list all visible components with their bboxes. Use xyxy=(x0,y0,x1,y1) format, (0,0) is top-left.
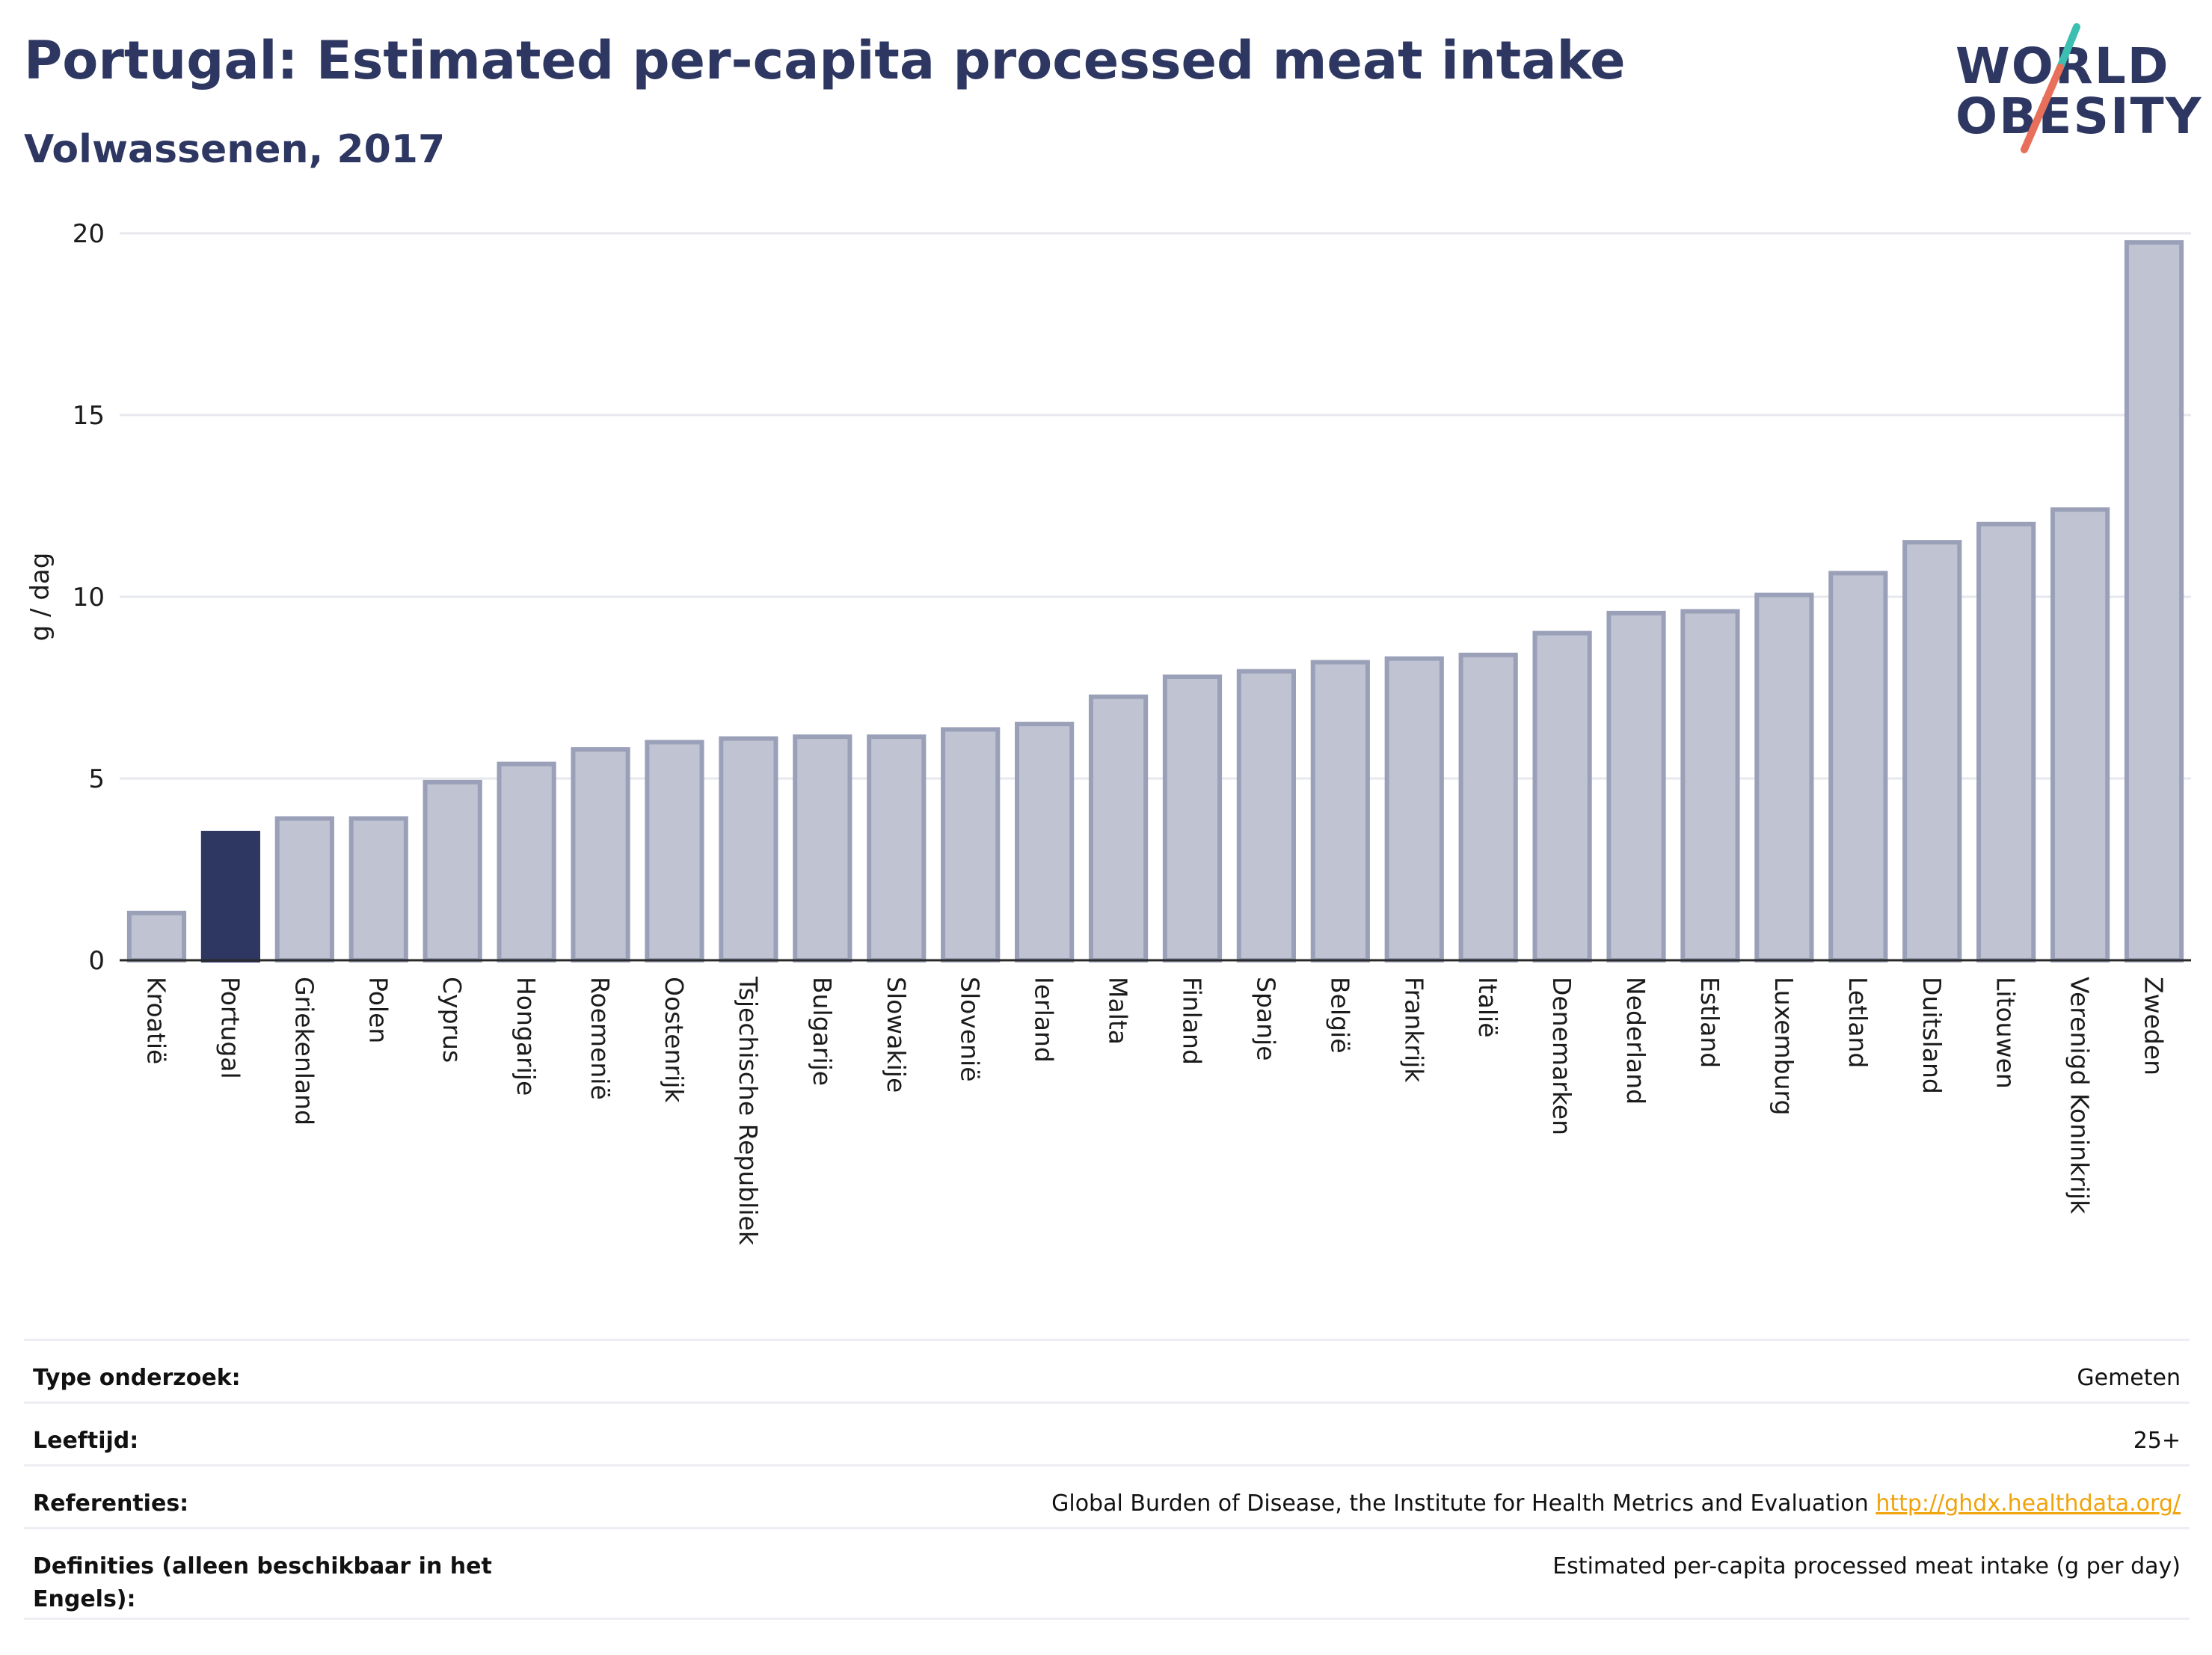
x-tick-label: Verenigd Koninkrijk xyxy=(2065,977,2095,1215)
x-tick-label: Cyprus xyxy=(437,977,467,1063)
x-tick-label: Finland xyxy=(1177,977,1206,1065)
bar-chart: 0 5 10 15 20 g / dag Kroatië Portugal Griekenl… xyxy=(25,219,2191,1246)
info-row-references: Referenties: Global Burden of Disease, t… xyxy=(24,1464,2190,1527)
x-tick-label: Polen xyxy=(363,977,393,1043)
info-label: Leeftijd: xyxy=(33,1428,139,1454)
bar xyxy=(1680,609,1740,962)
y-tick-label: 20 xyxy=(73,219,105,249)
info-label: Type onderzoek: xyxy=(33,1365,241,1391)
reference-text: Global Burden of Disease, the Institute … xyxy=(1051,1490,1869,1517)
x-tick-label: Duitsland xyxy=(1917,977,1947,1094)
y-axis-ticks: 0 5 10 15 20 xyxy=(73,219,105,976)
bar xyxy=(1754,592,1814,962)
x-tick-label: Tsjechische Republiek xyxy=(734,976,763,1246)
bar-highlighted xyxy=(200,830,260,963)
bar xyxy=(867,734,927,962)
x-tick-label: Spanje xyxy=(1251,977,1280,1061)
x-tick-label: Letland xyxy=(1843,977,1872,1068)
x-tick-label: Slovenië xyxy=(956,977,985,1082)
y-tick-label: 10 xyxy=(73,583,105,612)
page-subtitle: Volwassenen, 2017 xyxy=(24,127,446,172)
x-tick-label: Oostenrijk xyxy=(660,977,689,1103)
info-label: Definities (alleen beschikbaar in het En… xyxy=(33,1553,492,1612)
x-tick-label: België xyxy=(1325,977,1354,1054)
bar xyxy=(126,910,187,962)
bar xyxy=(348,816,408,962)
bar xyxy=(2124,240,2184,962)
x-tick-label: Portugal xyxy=(215,977,245,1079)
info-value-references: Global Burden of Disease, the Institute … xyxy=(1051,1487,2181,1520)
bar xyxy=(1458,652,1518,962)
bar xyxy=(645,740,704,963)
info-row-age: Leeftijd: 25+ xyxy=(24,1401,2190,1464)
bar xyxy=(1162,674,1223,962)
bar xyxy=(1532,630,1592,962)
x-tick-label: Ierland xyxy=(1030,977,1059,1063)
info-row-survey-type: Type onderzoek: Gemeten xyxy=(24,1339,2190,1401)
x-tick-label: Slowakije xyxy=(882,977,911,1093)
bar xyxy=(1902,540,1962,962)
bar xyxy=(571,747,630,962)
x-tick-label: Luxemburg xyxy=(1769,977,1798,1115)
bar xyxy=(1088,694,1149,963)
bar xyxy=(941,727,1001,962)
chart-bars xyxy=(126,240,2184,963)
bar xyxy=(1310,660,1370,962)
bar xyxy=(423,779,482,962)
bar xyxy=(1606,610,1666,962)
x-tick-label: Denemarken xyxy=(1547,977,1576,1135)
reference-link[interactable]: http://ghdx.healthdata.org/ xyxy=(1875,1490,2181,1517)
bar xyxy=(793,734,852,962)
info-label: Referenties: xyxy=(33,1490,189,1517)
x-tick-label: Italië xyxy=(1473,977,1502,1038)
bar xyxy=(1976,521,2036,962)
x-tick-label: Estland xyxy=(1695,977,1724,1068)
logo-line-2: OBESITY xyxy=(1956,87,2203,145)
bar xyxy=(1384,656,1444,962)
x-tick-label: Bulgarije xyxy=(808,977,837,1086)
x-axis-tick-labels: Kroatië Portugal Griekenland Polen Cyprus Hon… xyxy=(141,976,2168,1246)
logo-slash-icon xyxy=(2021,23,2080,153)
info-row-definitions: Definities (alleen beschikbaar in het En… xyxy=(24,1527,2190,1620)
bar xyxy=(1236,669,1296,962)
x-tick-label: Hongarije xyxy=(511,977,541,1096)
x-tick-label: Malta xyxy=(1104,977,1133,1045)
x-tick-label: Nederland xyxy=(1621,977,1650,1105)
world-obesity-logo: WORLD OBESITY xyxy=(1956,21,2203,156)
bar xyxy=(719,736,778,962)
bar xyxy=(274,816,334,962)
x-tick-label: Roemenië xyxy=(586,977,615,1100)
bar xyxy=(497,761,556,962)
y-tick-label: 15 xyxy=(73,401,105,431)
bar xyxy=(2050,507,2110,962)
info-value: Estimated per-capita processed meat inta… xyxy=(1552,1553,2181,1579)
x-tick-label: Kroatië xyxy=(141,977,170,1064)
x-tick-label: Zweden xyxy=(2139,977,2169,1075)
page-title: Portugal: Estimated per-capita processed… xyxy=(24,30,1626,91)
y-tick-label: 5 xyxy=(88,764,105,794)
y-axis-label: g / dag xyxy=(25,553,55,642)
bar xyxy=(1015,722,1075,962)
info-value: 25+ xyxy=(2133,1428,2181,1454)
x-tick-label: Griekenland xyxy=(289,977,319,1126)
info-value: Gemeten xyxy=(2077,1365,2181,1391)
x-tick-label: Frankrijk xyxy=(1399,977,1428,1083)
x-tick-label: Litouwen xyxy=(1991,977,2021,1089)
y-tick-label: 0 xyxy=(88,946,105,976)
bar xyxy=(1828,571,1888,962)
info-table: Type onderzoek: Gemeten Leeftijd: 25+ Re… xyxy=(24,1339,2190,1620)
